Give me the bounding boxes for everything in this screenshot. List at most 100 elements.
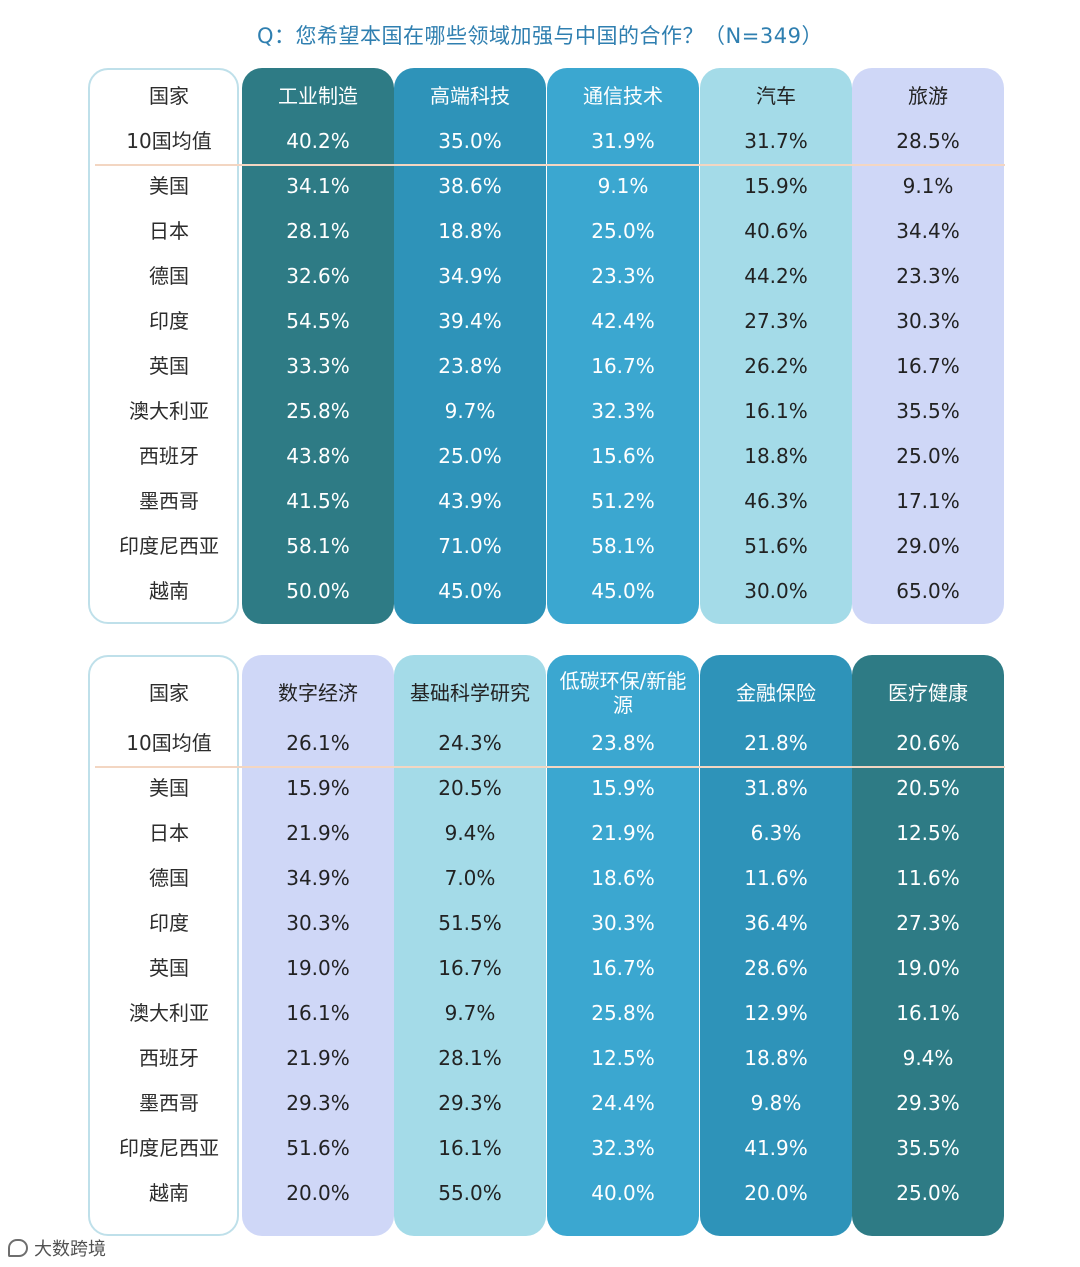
table-cell: 25.8%: [286, 399, 350, 423]
table-cell: 6.3%: [750, 821, 802, 845]
column-bg: [547, 68, 699, 624]
table-cell: 18.8%: [438, 219, 502, 243]
table-cell: 50.0%: [286, 579, 350, 603]
row-country: 美国: [149, 776, 189, 800]
table-cell: 65.0%: [896, 579, 960, 603]
table-cell: 16.7%: [591, 354, 655, 378]
table-cell: 23.8%: [438, 354, 502, 378]
column-bg: [852, 655, 1004, 1236]
row-country: 美国: [149, 174, 189, 198]
table-cell: 29.3%: [896, 1091, 960, 1115]
table-cell: 18.6%: [591, 866, 655, 890]
table-cell: 25.0%: [591, 219, 655, 243]
table-cell: 25.0%: [438, 444, 502, 468]
row-country: 澳大利亚: [129, 399, 209, 423]
table-cell: 18.8%: [744, 444, 808, 468]
table-cell: 36.4%: [744, 911, 808, 935]
table-cell: 29.0%: [896, 534, 960, 558]
row-country: 越南: [149, 579, 189, 603]
table-cell: 32.6%: [286, 264, 350, 288]
table-cell: 35.5%: [896, 399, 960, 423]
header-country: 国家: [149, 681, 189, 705]
table-cell: 20.5%: [896, 776, 960, 800]
table-cell: 19.0%: [286, 956, 350, 980]
table-cell: 38.6%: [438, 174, 502, 198]
table-cell: 41.5%: [286, 489, 350, 513]
table-cell: 9.7%: [444, 399, 496, 423]
row-country: 日本: [149, 821, 189, 845]
table-cell: 21.9%: [591, 821, 655, 845]
table-industrial-tech: 国家 工业制造 高端科技 通信技术 汽车 旅游 10国均值 40.2% 35.0% 31.9% 31…: [0, 68, 1080, 624]
table-cell: 15.9%: [744, 174, 808, 198]
average-value: 31.7%: [744, 129, 808, 153]
row-country: 印度: [149, 911, 189, 935]
table-cell: 32.3%: [591, 399, 655, 423]
table-digital-finance: 国家 数字经济 基础科学研究 低碳环保/新能源 金融保险 医疗健康 10国均值 26.1% 24…: [0, 655, 1080, 1236]
table-cell: 16.1%: [896, 1001, 960, 1025]
average-label: 10国均值: [126, 129, 212, 153]
table-cell: 9.4%: [902, 1046, 954, 1070]
column-bg: [242, 68, 394, 624]
column-bg: [700, 655, 852, 1236]
row-country: 西班牙: [139, 444, 199, 468]
table-cell: 17.1%: [896, 489, 960, 513]
table-cell: 18.8%: [744, 1046, 808, 1070]
watermark: 大数跨境: [8, 1236, 106, 1260]
column-header: 汽车: [756, 84, 796, 108]
table-cell: 25.0%: [896, 444, 960, 468]
table-cell: 16.7%: [896, 354, 960, 378]
table-cell: 9.4%: [444, 821, 496, 845]
table-cell: 12.9%: [744, 1001, 808, 1025]
average-value: 40.2%: [286, 129, 350, 153]
table-cell: 9.1%: [597, 174, 649, 198]
table-cell: 45.0%: [438, 579, 502, 603]
column-bg: [852, 68, 1004, 624]
chart-title: Q：您希望本国在哪些领域加强与中国的合作？（N=349）: [257, 24, 823, 48]
row-country: 墨西哥: [139, 1091, 199, 1115]
table-cell: 46.3%: [744, 489, 808, 513]
table-cell: 35.5%: [896, 1136, 960, 1160]
table-cell: 16.1%: [286, 1001, 350, 1025]
row-country: 德国: [149, 866, 189, 890]
table-cell: 24.4%: [591, 1091, 655, 1115]
table-cell: 16.7%: [438, 956, 502, 980]
table-cell: 32.3%: [591, 1136, 655, 1160]
average-label: 10国均值: [126, 731, 212, 755]
table-cell: 71.0%: [438, 534, 502, 558]
table-cell: 28.6%: [744, 956, 808, 980]
row-country: 英国: [149, 354, 189, 378]
row-country: 澳大利亚: [129, 1001, 209, 1025]
column-bg: [242, 655, 394, 1236]
table-cell: 27.3%: [744, 309, 808, 333]
row-country: 印度: [149, 309, 189, 333]
table-cell: 26.2%: [744, 354, 808, 378]
column-bg: [394, 655, 546, 1236]
table-cell: 55.0%: [438, 1181, 502, 1205]
average-separator: [95, 766, 1005, 768]
table-cell: 20.5%: [438, 776, 502, 800]
table-cell: 15.6%: [591, 444, 655, 468]
table-cell: 12.5%: [591, 1046, 655, 1070]
table-cell: 7.0%: [444, 866, 496, 890]
table-cell: 51.6%: [286, 1136, 350, 1160]
average-value: 35.0%: [438, 129, 502, 153]
average-value: 26.1%: [286, 731, 350, 755]
table-cell: 33.3%: [286, 354, 350, 378]
watermark-label: 大数跨境: [34, 1239, 106, 1260]
column-bg: [394, 68, 546, 624]
table-cell: 11.6%: [896, 866, 960, 890]
table-cell: 21.9%: [286, 1046, 350, 1070]
table-cell: 58.1%: [591, 534, 655, 558]
column-header: 低碳环保/新能源: [559, 669, 687, 717]
row-country: 印度尼西亚: [119, 534, 219, 558]
table-cell: 54.5%: [286, 309, 350, 333]
table-cell: 58.1%: [286, 534, 350, 558]
table-cell: 27.3%: [896, 911, 960, 935]
table-cell: 29.3%: [438, 1091, 502, 1115]
table-cell: 29.3%: [286, 1091, 350, 1115]
country-column-bg: [88, 68, 239, 624]
table-cell: 34.9%: [286, 866, 350, 890]
table-cell: 20.0%: [744, 1181, 808, 1205]
table-cell: 21.9%: [286, 821, 350, 845]
table-cell: 15.9%: [591, 776, 655, 800]
